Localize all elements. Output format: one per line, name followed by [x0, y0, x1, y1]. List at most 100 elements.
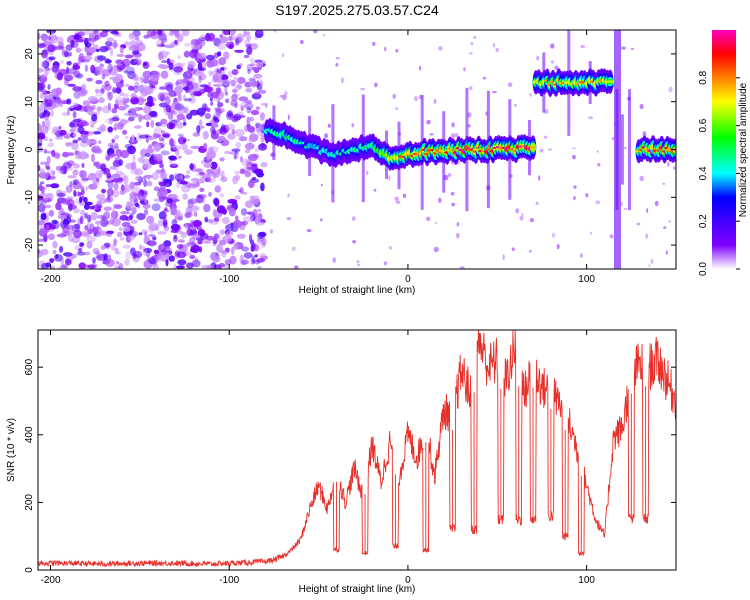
x-tick-label: -100 — [219, 274, 239, 285]
noise-blob — [72, 179, 80, 186]
noise-blob — [38, 227, 48, 237]
noise-blob — [128, 32, 137, 39]
noise-blob — [150, 120, 155, 128]
noise-blob — [174, 103, 185, 111]
noise-blob — [196, 171, 205, 177]
noise-blob — [72, 133, 77, 138]
noise-blob — [199, 119, 203, 126]
noise-blob — [142, 203, 151, 209]
noise-blob — [87, 264, 96, 269]
noise-blob — [146, 147, 154, 152]
noise-blob — [233, 243, 238, 251]
noise-blob — [238, 96, 249, 102]
noise-blob — [116, 231, 123, 238]
noise-blob — [203, 203, 211, 213]
noise-blob — [130, 93, 137, 99]
noise-blob — [243, 252, 253, 259]
noise-blob — [38, 197, 43, 206]
noise-blob — [77, 31, 86, 37]
noise-blob — [241, 246, 250, 252]
x-tick-label: 0 — [405, 575, 411, 586]
noise-blob — [231, 129, 236, 135]
noise-blob — [118, 159, 124, 166]
noise-blob — [120, 211, 130, 215]
noise-blob — [197, 62, 203, 71]
noise-blob — [182, 138, 187, 143]
noise-blob — [183, 42, 193, 47]
noise-blob — [122, 96, 126, 106]
noise-blob — [168, 32, 175, 37]
noise-blob — [116, 121, 124, 130]
noise-blob — [137, 195, 146, 201]
noise-blob — [60, 219, 67, 229]
noise-speck — [456, 222, 460, 227]
noise-speck — [426, 119, 431, 125]
noise-blob — [240, 221, 248, 226]
noise-blob — [203, 143, 208, 149]
noise-blob — [47, 44, 55, 53]
noise-speck — [571, 147, 576, 150]
noise-blob — [114, 264, 118, 269]
noise-blob — [80, 133, 87, 139]
noise-blob — [210, 91, 219, 99]
noise-blob — [144, 153, 151, 157]
noise-speck — [519, 216, 524, 221]
noise-speck — [394, 196, 399, 201]
noise-speck — [672, 166, 676, 170]
noise-blob — [148, 222, 159, 231]
noise-blob — [56, 72, 63, 81]
noise-blob — [76, 180, 83, 186]
noise-blob — [196, 125, 201, 134]
noise-blob — [53, 254, 63, 262]
noise-blob — [45, 224, 50, 233]
noise-blob — [73, 208, 80, 214]
noise-blob — [130, 96, 140, 105]
noise-blob — [201, 103, 208, 112]
noise-blob — [175, 182, 181, 189]
noise-blob — [64, 258, 72, 266]
noise-blob — [53, 152, 61, 160]
noise-blob — [254, 254, 258, 258]
noise-speck — [433, 246, 439, 253]
noise-blob — [209, 97, 213, 102]
noise-blob — [155, 153, 163, 162]
noise-blob — [184, 98, 193, 102]
noise-speck — [356, 260, 360, 263]
noise-blob — [129, 70, 133, 78]
noise-blob — [177, 216, 183, 221]
noise-blob — [80, 209, 86, 216]
noise-blob — [38, 32, 41, 40]
noise-blob — [73, 163, 80, 169]
noise-blob — [86, 104, 92, 110]
noise-speck — [284, 90, 288, 96]
noise-speck — [463, 67, 466, 72]
noise-blob — [211, 78, 219, 84]
noise-blob — [55, 254, 59, 259]
noise-blob — [224, 91, 229, 96]
noise-blob — [127, 107, 135, 116]
noise-blob — [107, 180, 114, 189]
noise-blob — [159, 163, 164, 169]
noise-speck — [636, 222, 641, 226]
noise-blob — [239, 114, 246, 118]
noise-blob — [234, 195, 241, 200]
noise-blob — [109, 165, 117, 170]
noise-blob — [247, 68, 251, 75]
noise-blob — [176, 79, 185, 85]
noise-blob — [81, 188, 85, 196]
noise-blob — [260, 182, 265, 192]
noise-speck — [580, 45, 585, 49]
noise-blob — [59, 60, 65, 64]
noise-blob — [127, 70, 136, 80]
noise-blob — [48, 56, 56, 61]
noise-speck — [514, 103, 517, 107]
noise-blob — [49, 258, 55, 263]
colorbar-ticks: 0.0 0.2 0.4 0.6 0.8 — [698, 70, 740, 276]
noise-blob — [242, 191, 248, 195]
noise-blob — [103, 242, 111, 248]
noise-blob — [189, 163, 194, 171]
noise-blob — [215, 233, 221, 242]
noise-blob — [221, 250, 227, 258]
noise-blob — [61, 231, 71, 237]
